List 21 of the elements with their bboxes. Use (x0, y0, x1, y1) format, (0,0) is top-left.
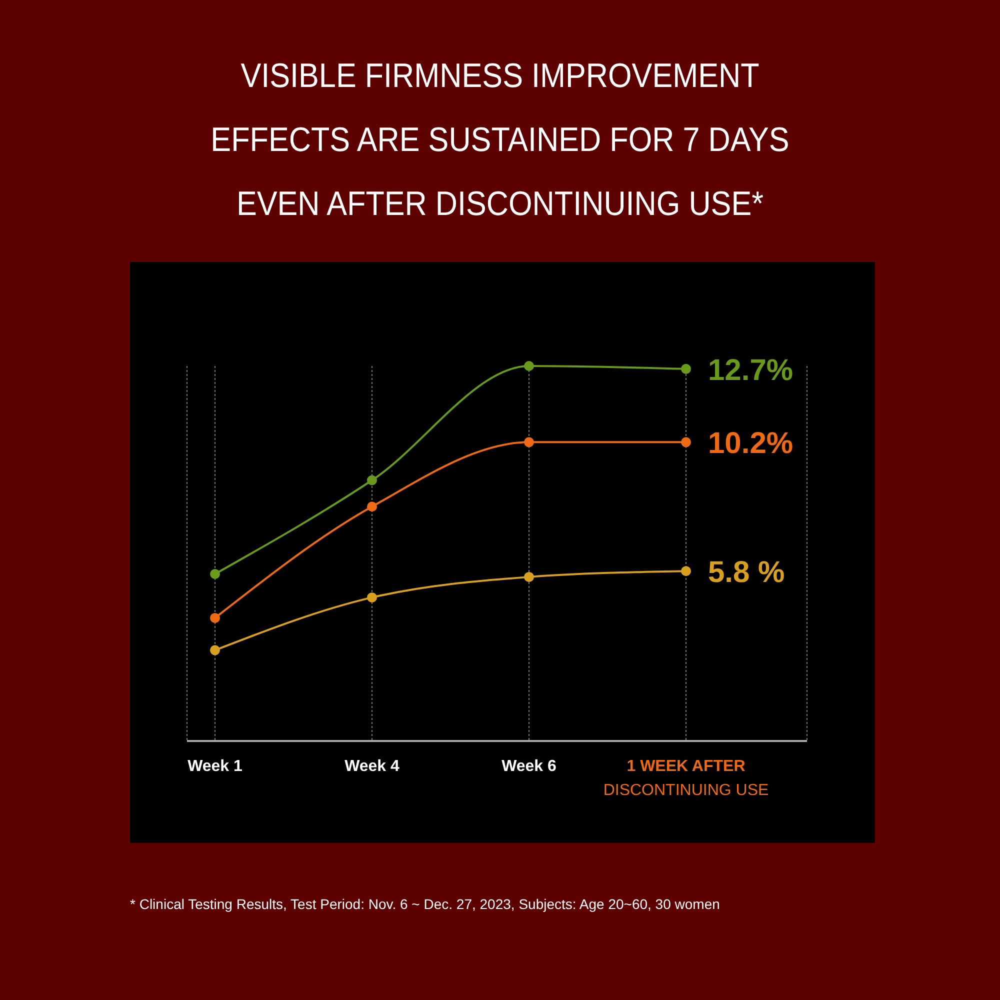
data-label: 10.2% (708, 427, 794, 460)
point (367, 475, 377, 486)
x-tick-label: Week 1 (188, 758, 243, 775)
x-tick-label: Week 4 (344, 758, 400, 775)
point (210, 645, 220, 656)
point (681, 437, 691, 448)
point (367, 502, 377, 512)
point (681, 364, 691, 374)
x-tick-label: Week 6 (502, 758, 557, 775)
data-label: 5.8 % (708, 556, 785, 590)
point (210, 612, 220, 623)
point (210, 569, 220, 580)
point (367, 592, 377, 602)
point (524, 361, 534, 371)
text: * Clinical Testing Results, Test Period: Nov. 6 ~ Dec. 27, 2023, Subjects: Age 20~60, 30 women (130, 896, 720, 912)
x-tick-label: 1 WEEK AFTER DISCONTINUING USE (603, 758, 769, 799)
chart-title: VISIBLE FIRMNESS IMPROVEMENT EFFECTS ARE SUSTAINED FOR 7 DAYS EVEN AFTER DISCONTINUING USE* (210, 56, 790, 225)
data-label: 12.7% (708, 354, 794, 387)
point (524, 437, 534, 448)
point (681, 566, 691, 576)
point (524, 572, 534, 582)
